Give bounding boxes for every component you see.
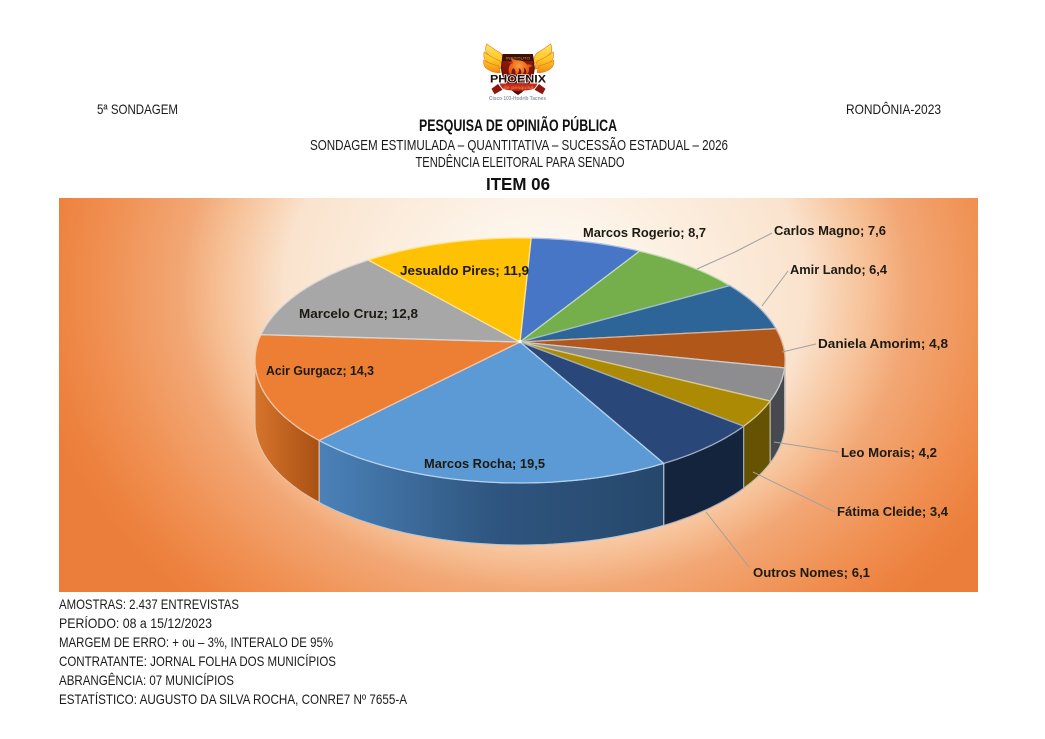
svg-text:PERÍODO: 08 a 15/12/2023: PERÍODO: 08 a 15/12/2023: [59, 615, 212, 631]
svg-text:Jesualdo Pires; 11,9: Jesualdo Pires; 11,9: [400, 263, 529, 278]
svg-text:TENDÊNCIA ELEITORAL PARA SENAD: TENDÊNCIA ELEITORAL PARA SENADO: [416, 154, 625, 171]
svg-text:ABRANGÊNCIA: 07 MUNICÍPIOS: ABRANGÊNCIA: 07 MUNICÍPIOS: [59, 672, 234, 688]
svg-text:Marcos Rocha; 19,5: Marcos Rocha; 19,5: [424, 456, 545, 471]
svg-text:INSTITUTO: INSTITUTO: [506, 57, 530, 61]
svg-text:SONDAGEM ESTIMULADA – QUANTITA: SONDAGEM ESTIMULADA – QUANTITATIVA – SUC…: [310, 137, 728, 154]
svg-text:de pesquisa: de pesquisa: [504, 85, 535, 90]
svg-text:PHOENIX: PHOENIX: [490, 74, 547, 86]
svg-text:Fátima Cleide; 3,4: Fátima Cleide; 3,4: [837, 504, 949, 519]
svg-text:Marcos Rogerio; 8,7: Marcos Rogerio; 8,7: [583, 225, 706, 240]
svg-text:ESTATÍSTICO: AUGUSTO DA SILVA: ESTATÍSTICO: AUGUSTO DA SILVA ROCHA, CON…: [59, 691, 408, 707]
svg-text:Cisco 103-Hodrib Tacnes: Cisco 103-Hodrib Tacnes: [489, 96, 546, 102]
svg-text:Daniela Amorim; 4,8: Daniela Amorim; 4,8: [818, 336, 948, 351]
svg-text:Marcelo Cruz; 12,8: Marcelo Cruz; 12,8: [299, 306, 418, 321]
svg-text:CONTRATANTE: JORNAL FOLHA DOS: CONTRATANTE: JORNAL FOLHA DOS MUNICÍPIOS: [59, 653, 336, 669]
svg-text:AMOSTRAS: 2.437 ENTREVISTAS: AMOSTRAS: 2.437 ENTREVISTAS: [59, 596, 239, 612]
svg-text:5ª SONDAGEM: 5ª SONDAGEM: [97, 101, 178, 117]
svg-text:MARGEM DE ERRO: + ou – 3%, INT: MARGEM DE ERRO: + ou – 3%, INTERALO DE 9…: [59, 634, 333, 650]
svg-text:Outros Nomes; 6,1: Outros Nomes; 6,1: [753, 565, 870, 580]
svg-text:Carlos Magno; 7,6: Carlos Magno; 7,6: [774, 223, 886, 238]
svg-text:PESQUISA DE OPINIÃO PÚBLICA: PESQUISA DE OPINIÃO PÚBLICA: [419, 115, 617, 135]
svg-text:Leo Morais; 4,2: Leo Morais; 4,2: [841, 445, 937, 460]
svg-text:RONDÔNIA-2023: RONDÔNIA-2023: [846, 101, 941, 117]
svg-text:Acir Gurgacz; 14,3: Acir Gurgacz; 14,3: [266, 363, 374, 378]
svg-text:Amir Lando; 6,4: Amir Lando; 6,4: [790, 262, 888, 277]
svg-text:ITEM 06: ITEM 06: [486, 174, 550, 194]
